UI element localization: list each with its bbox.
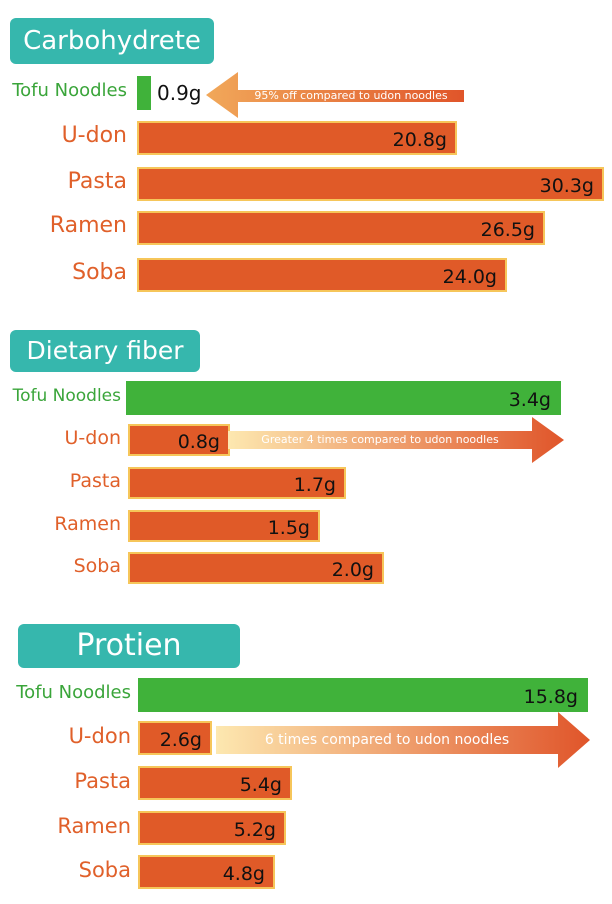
bar-pasta [138,766,292,800]
category-label: Soba [73,555,121,577]
value-label: 24.0g [442,266,497,288]
category-label: U-don [68,724,131,748]
chart-title-0: Carbohydrete [10,18,214,64]
category-label: Pasta [74,769,131,793]
category-label: U-don [64,427,122,449]
category-label: Ramen [54,513,121,535]
bar-soba [128,552,384,584]
category-label: Ramen [57,814,131,838]
value-label: 4.8g [222,863,265,885]
category-label: Pasta [69,470,121,492]
value-label: 2.0g [331,559,374,581]
category-label: Ramen [49,213,127,238]
category-label: Tofu Noodles [12,386,121,406]
value-label: 0.8g [177,431,220,453]
bar-tofu-noodles [138,678,588,712]
value-label: 30.3g [539,175,594,197]
bar-tofu-noodles [137,76,151,110]
value-label: 15.8g [523,686,578,708]
value-label: 2.6g [159,729,202,751]
chart-title-1: Dietary fiber [10,330,200,372]
bar-soba [137,258,507,292]
category-label: Tofu Noodles [12,80,127,101]
bar-ramen [138,811,286,845]
arrow-shape [206,72,464,118]
value-label: 26.5g [480,219,535,241]
value-label: 20.8g [392,129,447,151]
arrow-shape [228,417,564,463]
category-label: Tofu Noodles [16,682,131,703]
annotation-arrow [206,72,464,118]
bar-ramen [128,510,320,542]
bar-pasta [128,467,346,499]
category-label: Soba [78,858,131,882]
value-label: 1.7g [293,474,336,496]
bar-u-don [138,721,212,755]
bar-pasta [137,167,604,201]
value-label: 5.4g [239,774,282,796]
annotation-text: Greater 4 times compared to udon noodles [261,433,499,446]
bar-u-don [137,121,457,155]
chart-title-2: Protien [18,624,240,668]
category-label: Pasta [67,169,127,194]
bar-ramen [137,211,545,245]
value-label: 3.4g [508,389,551,411]
bar-tofu-noodles [126,381,561,415]
annotation-text: 95% off compared to udon noodles [254,89,448,102]
annotation-arrow [216,712,590,768]
bar-soba [138,855,275,889]
annotation-text: 6 times compared to udon noodles [264,732,510,748]
annotation-arrow [228,417,564,463]
arrow-shape [216,712,590,768]
category-label: Soba [72,260,127,285]
value-label: 5.2g [233,819,276,841]
value-label: 0.9g [157,81,202,105]
category-label: U-don [61,123,127,148]
bar-u-don [128,424,230,456]
value-label: 1.5g [267,517,310,539]
